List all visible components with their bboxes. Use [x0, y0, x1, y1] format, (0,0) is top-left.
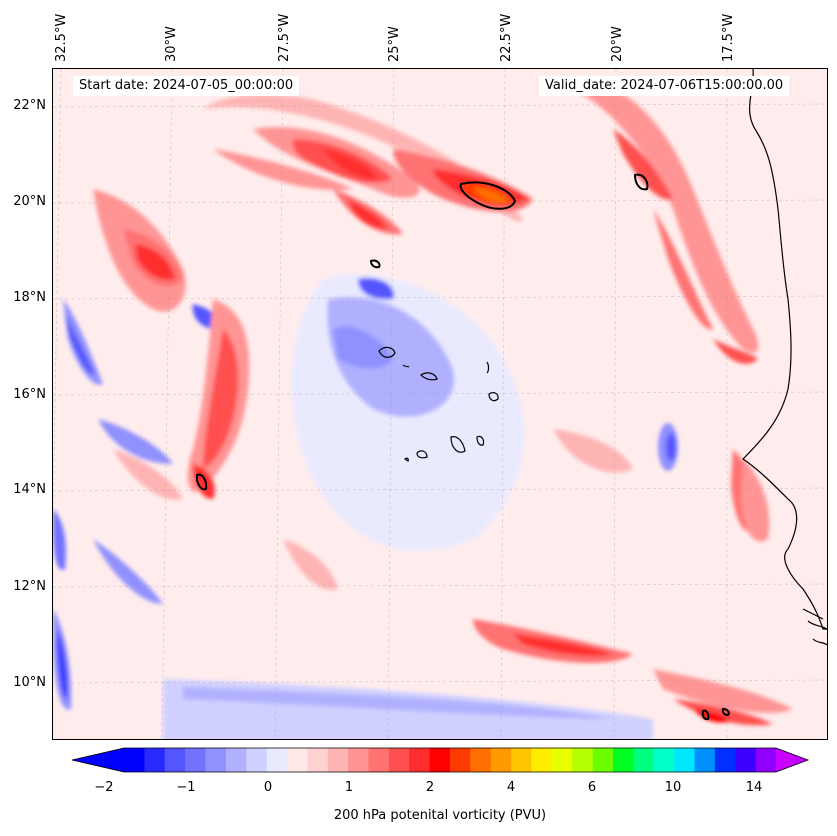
colorbar-bin [450, 748, 471, 772]
colorbar-under-arrow [72, 748, 124, 772]
colorbar-tick-0: 0 [263, 780, 273, 795]
colorbar-tick-6: 6 [587, 780, 597, 795]
colorbar-bin [470, 748, 492, 772]
grid-lines [53, 69, 827, 739]
colorbar-bin [124, 748, 145, 772]
colorbar-tick-4: 4 [506, 780, 516, 795]
pv-high-contours [195, 173, 730, 721]
colorbar-bin [429, 748, 451, 772]
colorbar-bin [490, 748, 512, 772]
colorbar-bin [368, 748, 390, 772]
colorbar-bin [511, 748, 533, 772]
lat-label-12n: 12°N [13, 579, 46, 594]
colorbar-bin [287, 748, 308, 772]
colorbar-tick-1: 1 [344, 780, 354, 795]
colorbar-bin [307, 748, 329, 772]
lon-label-22-5w: 22.5°W [499, 13, 514, 62]
colorbar-outline [71, 747, 810, 773]
valid-date-label: Valid_date: 2024-07-06T15:00:00.00 [539, 76, 790, 96]
lat-label-22n: 22°N [13, 98, 46, 113]
colorbar-bin [531, 748, 553, 772]
colorbar-bin [551, 748, 573, 772]
map-panel [52, 68, 828, 740]
colorbar-bin [266, 748, 288, 772]
coastlines [742, 69, 827, 646]
colorbar-bin [592, 748, 614, 772]
colorbar-bin [694, 748, 716, 772]
colorbar-bin [205, 748, 227, 772]
colorbar-bin [714, 748, 736, 772]
colorbar-bin [409, 748, 431, 772]
lat-label-10n: 10°N [13, 675, 46, 690]
lon-label-27-5w: 27.5°W [277, 13, 292, 62]
lon-label-30w: 30°W [164, 26, 179, 62]
colorbar-tick-neg2: −2 [94, 780, 114, 795]
colorbar-tick-14: 14 [745, 780, 763, 795]
lon-label-25w: 25°W [387, 26, 402, 62]
colorbar-tick-neg1: −1 [176, 780, 196, 795]
pv-field [53, 69, 827, 739]
colorbar-bin [388, 748, 410, 772]
colorbar-tick-10: 10 [664, 780, 682, 795]
colorbar-bin [572, 748, 594, 772]
colorbar-bin [613, 748, 634, 772]
start-date-label: Start date: 2024-07-05_00:00:00 [73, 76, 300, 96]
colorbar-bin [246, 748, 268, 772]
colorbar-bin [633, 748, 655, 772]
lat-label-20n: 20°N [13, 194, 46, 209]
colorbar-bin [327, 748, 349, 772]
lat-label-16n: 16°N [13, 387, 46, 402]
lon-label-17-5w: 17.5°W [721, 13, 736, 62]
cape-verde-islands [378, 346, 499, 462]
colorbar-bin [674, 748, 696, 772]
colorbar-over-arrow [776, 748, 808, 772]
colorbar-bin [348, 748, 370, 772]
colorbar-bin [653, 748, 675, 772]
colorbar-bin [185, 748, 207, 772]
colorbar-bin [735, 748, 757, 772]
colorbar [71, 747, 810, 773]
colorbar-bin [755, 748, 777, 772]
lon-label-20w: 20°W [610, 26, 625, 62]
colorbar-label: 200 hPa potenital vorticity (PVU) [333, 808, 547, 823]
colorbar-bin [144, 748, 166, 772]
colorbar-bin [164, 748, 186, 772]
lat-label-18n: 18°N [13, 290, 46, 305]
colorbar-bin [225, 748, 247, 772]
lat-label-14n: 14°N [13, 482, 46, 497]
pv-contours [53, 84, 793, 739]
colorbar-tick-2: 2 [425, 780, 435, 795]
lon-label-32-5w: 32.5°W [54, 13, 69, 62]
